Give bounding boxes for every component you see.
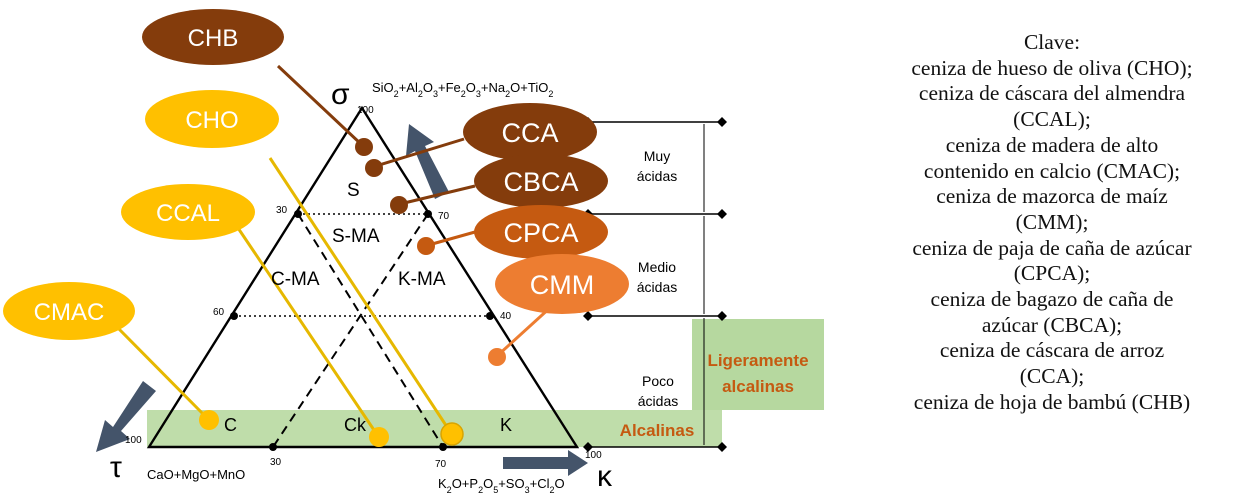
dashed-line-right bbox=[272, 213, 429, 448]
point-ccal bbox=[369, 427, 389, 447]
key-line: (CPCA); bbox=[1013, 261, 1091, 286]
key-line: ceniza de cáscara de arroz bbox=[939, 338, 1165, 363]
point-cpca bbox=[417, 237, 435, 255]
diamond-marker bbox=[717, 209, 727, 219]
band-label-alcalinas: Alcalinas bbox=[620, 421, 695, 440]
tick-dot bbox=[424, 210, 432, 218]
point-cmac bbox=[199, 410, 219, 430]
key-line: azúcar (CBCA); bbox=[981, 312, 1123, 337]
region-label-s-ma: S-MA bbox=[332, 226, 380, 247]
tick-dot bbox=[486, 312, 494, 320]
kappa-formula: K2O+P2O5+SO3+Cl2O bbox=[438, 476, 565, 495]
key-line: contenido en calcio (CMAC); bbox=[923, 158, 1181, 183]
tick-dot bbox=[269, 443, 277, 451]
key-line: ceniza de bagazo de caña de bbox=[930, 287, 1174, 312]
band-label-alcalinas-light: alcalinas bbox=[722, 377, 794, 396]
leader-line-cbca bbox=[399, 184, 476, 206]
tick-label-base-70: 70 bbox=[435, 459, 447, 470]
tick-label-tau-100: 100 bbox=[125, 435, 142, 446]
tick-dot bbox=[230, 312, 238, 320]
tick-label-70-right: 70 bbox=[438, 211, 450, 222]
oval-cbca: CBCA bbox=[474, 154, 608, 208]
key-line: ceniza de cáscara del almendra bbox=[918, 81, 1186, 106]
leader-line-cho bbox=[268, 157, 453, 434]
oval-label-cmm: CMM bbox=[530, 270, 594, 300]
band-label-ligeramente: Ligeramente bbox=[707, 351, 808, 370]
oval-label-cca: CCA bbox=[501, 118, 558, 148]
leader-line-cmm bbox=[495, 304, 554, 358]
oval-label-cpca: CPCA bbox=[503, 218, 578, 248]
diamond-marker bbox=[583, 311, 593, 321]
oval-chb: CHB bbox=[142, 9, 284, 65]
key-line: (CCA); bbox=[1019, 364, 1085, 389]
region-label-k-ma: K-MA bbox=[398, 269, 446, 290]
oval-cmac: CMAC bbox=[3, 282, 135, 340]
band-label-medio-acidas: ácidas bbox=[637, 279, 677, 295]
oval-label-cbca: CBCA bbox=[503, 167, 578, 197]
key-line: (CCAL); bbox=[1013, 107, 1091, 132]
tick-label-base-30: 30 bbox=[270, 457, 282, 468]
oval-cca: CCA bbox=[463, 103, 597, 161]
sigma-symbol: σ bbox=[331, 78, 350, 111]
leader-line-cca bbox=[375, 137, 465, 168]
key-title: Clave: bbox=[1023, 30, 1081, 54]
key-line: ceniza de hoja de bambú (CHB) bbox=[913, 389, 1191, 414]
point-cmm bbox=[488, 348, 506, 366]
oval-label-ccal: CCAL bbox=[156, 200, 220, 227]
diamond-marker bbox=[583, 442, 593, 452]
ternary-triangle bbox=[146, 105, 580, 449]
oval-cmm: CMM bbox=[495, 254, 629, 314]
tick-label-60-left: 60 bbox=[213, 307, 225, 318]
region-label-ck: Ck bbox=[344, 415, 367, 435]
kappa-direction-arrow bbox=[503, 450, 588, 476]
point-chb bbox=[355, 138, 373, 156]
band-label-medio: Medio bbox=[638, 259, 676, 275]
region-label-s: S bbox=[347, 180, 360, 201]
diamond-marker bbox=[717, 311, 727, 321]
leader-line-chb bbox=[276, 64, 364, 147]
kappa-symbol: κ bbox=[597, 460, 613, 493]
region-label-c-ma: C-MA bbox=[271, 269, 320, 290]
point-cca bbox=[365, 159, 383, 177]
leader-line-cmac bbox=[114, 324, 210, 421]
point-cbca bbox=[390, 196, 408, 214]
oval-label-chb: CHB bbox=[188, 25, 239, 52]
tick-dot bbox=[439, 443, 447, 451]
diamond-marker bbox=[717, 117, 727, 127]
tau-symbol: τ bbox=[110, 451, 122, 484]
region-label-k: K bbox=[500, 415, 512, 435]
key-line: (CMM); bbox=[1015, 209, 1089, 234]
band-label-poco: Poco bbox=[642, 373, 674, 389]
ternary-diagram: CHB CHO CCAL CMAC CCA CBCA CPCA CMM S S-… bbox=[3, 9, 824, 495]
oval-cpca: CPCA bbox=[474, 205, 608, 259]
oval-label-cho: CHO bbox=[185, 107, 238, 134]
sigma-formula: SiO2+Al2O3+Fe2O3+Na2O+TiO2 bbox=[372, 80, 553, 99]
alcalinas-band bbox=[147, 410, 722, 447]
tau-formula: CaO+MgO+MnO bbox=[147, 467, 245, 482]
tick-label-kappa-100: 100 bbox=[585, 450, 602, 461]
band-label-poco-acidas: ácidas bbox=[638, 393, 678, 409]
key-line: ceniza de madera de alto bbox=[945, 132, 1159, 157]
band-label-muy-acidas: ácidas bbox=[637, 168, 677, 184]
sigma-direction-arrow bbox=[406, 124, 449, 199]
ligeramente-alcalinas-box bbox=[692, 319, 824, 410]
leader-line-ccal bbox=[234, 224, 380, 437]
tau-direction-arrow bbox=[96, 381, 156, 452]
tick-dot bbox=[294, 210, 302, 218]
diamond-marker bbox=[717, 442, 727, 452]
key-line: ceniza de mazorca de maíz bbox=[936, 184, 1168, 209]
region-label-c: C bbox=[224, 415, 237, 435]
oval-cho: CHO bbox=[145, 90, 279, 148]
key-line: ceniza de hueso de oliva (CHO); bbox=[911, 55, 1193, 80]
key-line: ceniza de paja de caña de azúcar bbox=[912, 235, 1192, 260]
band-label-muy: Muy bbox=[644, 148, 670, 164]
tick-label-sigma-100: 100 bbox=[357, 105, 374, 116]
tick-label-40-right: 40 bbox=[500, 311, 512, 322]
oval-label-cmac: CMAC bbox=[34, 299, 105, 326]
tick-label-30-left: 30 bbox=[276, 205, 288, 216]
dashed-line-left bbox=[297, 213, 444, 448]
key-legend: Clave: ceniza de hueso de oliva (CHO); cen… bbox=[858, 30, 1246, 416]
oval-ccal: CCAL bbox=[121, 184, 255, 240]
point-cho bbox=[440, 422, 464, 446]
